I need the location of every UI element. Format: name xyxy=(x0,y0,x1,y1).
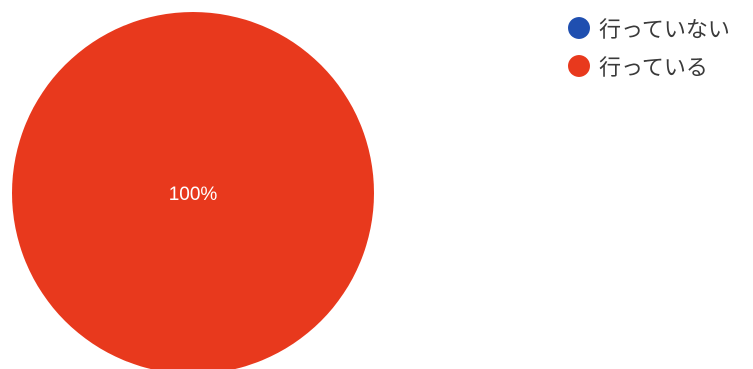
legend-item-not-doing[interactable]: 行っていない xyxy=(568,9,730,47)
pie-slices xyxy=(12,12,374,369)
legend-label-doing: 行っている xyxy=(599,56,708,81)
legend-swatch-not-doing xyxy=(568,17,590,39)
pie-slice-doing xyxy=(12,12,374,369)
pie-slice-doing-label: 100% xyxy=(169,184,218,205)
pie-slice-labels: 100% xyxy=(169,184,218,205)
legend-swatch-doing xyxy=(568,55,590,77)
legend-label-not-doing: 行っていない xyxy=(599,18,730,43)
legend-item-doing[interactable]: 行っている xyxy=(568,47,730,85)
chart-legend: 行っていない 行っている xyxy=(568,9,730,85)
